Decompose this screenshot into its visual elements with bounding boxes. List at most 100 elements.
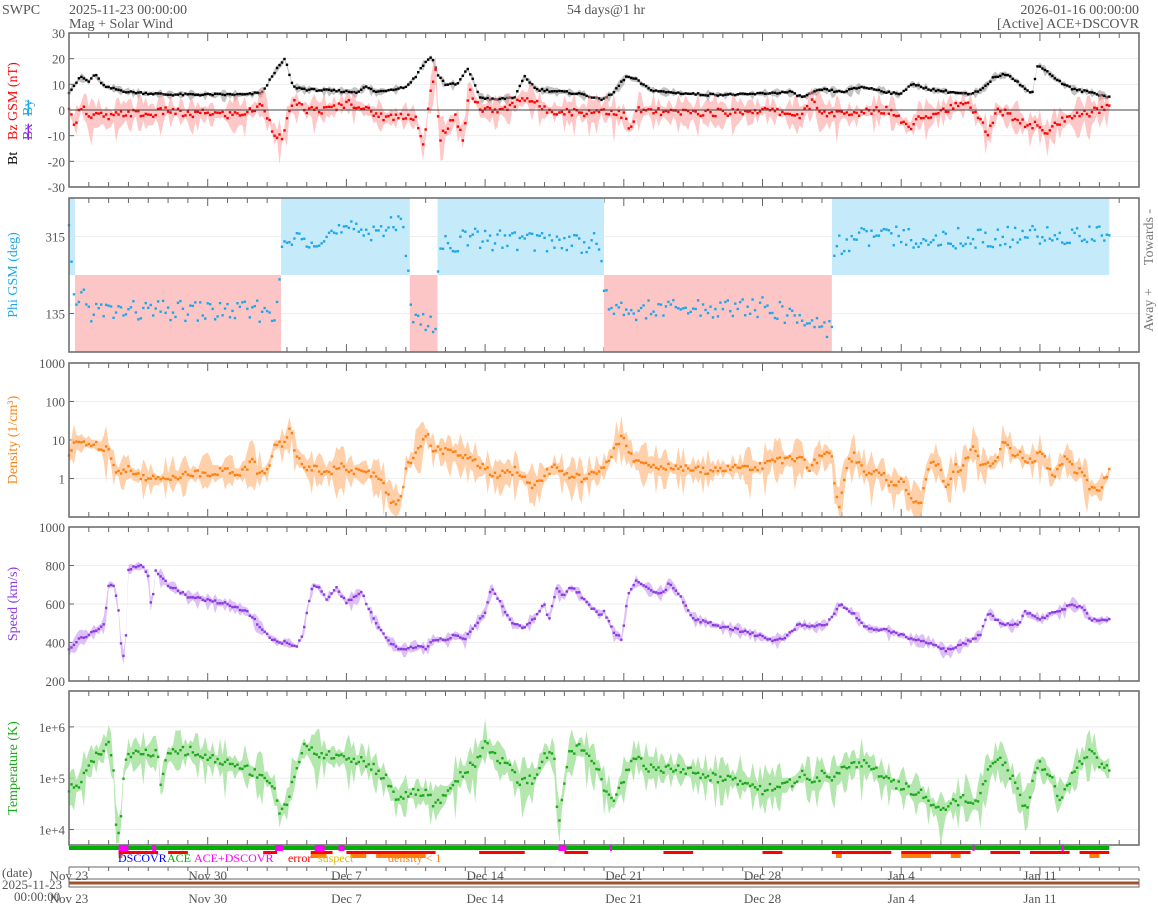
phi-phi-point (491, 248, 494, 252)
speed-speed-point (704, 620, 707, 623)
density-density-point (952, 470, 955, 473)
mag-bt-point (516, 90, 519, 93)
density-density-point (199, 475, 202, 478)
mag-bt-point (159, 92, 162, 95)
temperature-temperature-point (159, 783, 162, 787)
density-density-point (362, 470, 365, 473)
temperature-temperature-point (734, 776, 737, 780)
phi-phi-point (699, 314, 702, 317)
temperature-temperature-point (303, 742, 306, 746)
phi-phi-point (90, 320, 93, 323)
mag-bt-point (367, 86, 370, 90)
mag-bt-point (786, 91, 789, 94)
temperature-temperature-point (753, 786, 757, 789)
ylabel-bz: Bz GSM (nT) (6, 62, 21, 140)
mag-bz-point (97, 112, 100, 115)
speed-speed-point (77, 637, 81, 640)
phi-phi-point (540, 232, 544, 235)
temperature-temperature-point (867, 765, 871, 768)
mag-bt-point (600, 98, 603, 102)
density-density-point (568, 476, 571, 480)
mag-bt-point (803, 95, 806, 98)
density-density-point (70, 449, 73, 452)
mag-bz-point (288, 109, 291, 113)
speed-speed-point (518, 624, 521, 627)
phi-phi-point (303, 237, 306, 240)
density-density-point (241, 468, 244, 471)
temperature-temperature-point (412, 787, 415, 791)
speed-speed-point (731, 628, 734, 632)
density-density-point (139, 477, 143, 481)
mag-bz-point (773, 109, 777, 113)
speed-speed-point (263, 630, 266, 633)
density-density-point (860, 464, 863, 467)
speed-speed-point (357, 592, 360, 596)
mag-bt-point (652, 89, 655, 93)
speed-speed-point (615, 633, 618, 637)
phi-phi-point (538, 234, 541, 238)
density-density-point (818, 454, 821, 457)
density-density-point (90, 444, 93, 447)
mag-bz-point (221, 110, 224, 114)
x-tick-label: Dec 14 (467, 891, 505, 905)
phi-phi-point (1056, 237, 1059, 241)
mag-bt-point (199, 94, 202, 97)
density-density-point (154, 477, 157, 480)
density-density-point (788, 455, 791, 458)
mag-bt-point (932, 87, 935, 91)
mag-bz-point (1065, 115, 1069, 118)
phi-phi-point (488, 234, 492, 237)
phi-phi-point (555, 235, 559, 238)
mag-bz-point (991, 121, 995, 125)
mag-bz-point (208, 113, 212, 117)
speed-speed-point (823, 623, 826, 627)
speed-speed-point (721, 625, 725, 629)
density-density-point (540, 479, 544, 483)
density-density-point (592, 471, 596, 474)
x-tick-label: Dec 7 (331, 891, 362, 905)
phi-phi-point (285, 241, 289, 244)
density-density-point (763, 461, 767, 465)
mag-bz-point (194, 110, 197, 114)
mag-bt-point (191, 93, 195, 96)
mag-bz-point (855, 111, 858, 115)
phi-phi-point (833, 254, 836, 258)
mag-bt-point (746, 92, 749, 96)
density-density-point (696, 465, 700, 468)
density-density-point (464, 453, 467, 457)
phi-phi-point (580, 251, 583, 254)
mag-bz-point (852, 111, 856, 114)
density-density-point (610, 455, 613, 459)
speed-speed-point (852, 612, 856, 615)
density-density-point (1053, 475, 1056, 478)
temperature-temperature-point (914, 793, 918, 796)
mag-bt-point (357, 90, 360, 93)
density-density-point (295, 455, 299, 458)
phi-phi-point (431, 330, 435, 334)
mag-bt-point (798, 94, 801, 97)
density-density-point (1048, 467, 1052, 471)
speed-speed-point (124, 634, 128, 637)
speed-speed-point (134, 565, 138, 569)
speed-speed-point (659, 591, 663, 595)
status-error-segment (346, 851, 436, 854)
mag-bt-point (788, 90, 791, 93)
speed-speed-point (1098, 619, 1101, 622)
temperature-temperature-point (469, 761, 472, 764)
speed-speed-point (132, 565, 135, 568)
speed-speed-point (446, 638, 450, 641)
density-density-point (580, 480, 583, 484)
temperature-temperature-point (449, 787, 452, 790)
temperature-temperature-point (201, 756, 204, 759)
temperature-temperature-point (989, 765, 992, 768)
phi-phi-point (605, 289, 608, 292)
phi-phi-point (805, 322, 809, 325)
phi-phi-point (439, 247, 442, 250)
speed-speed-point (815, 624, 819, 627)
temperature-temperature-point (176, 752, 180, 755)
speed-speed-point (144, 570, 147, 573)
density-density-point (208, 474, 212, 478)
mag-bt-point (347, 90, 351, 94)
mag-bt-point (345, 89, 348, 93)
time-span: 54 days@1 hr (567, 3, 646, 18)
